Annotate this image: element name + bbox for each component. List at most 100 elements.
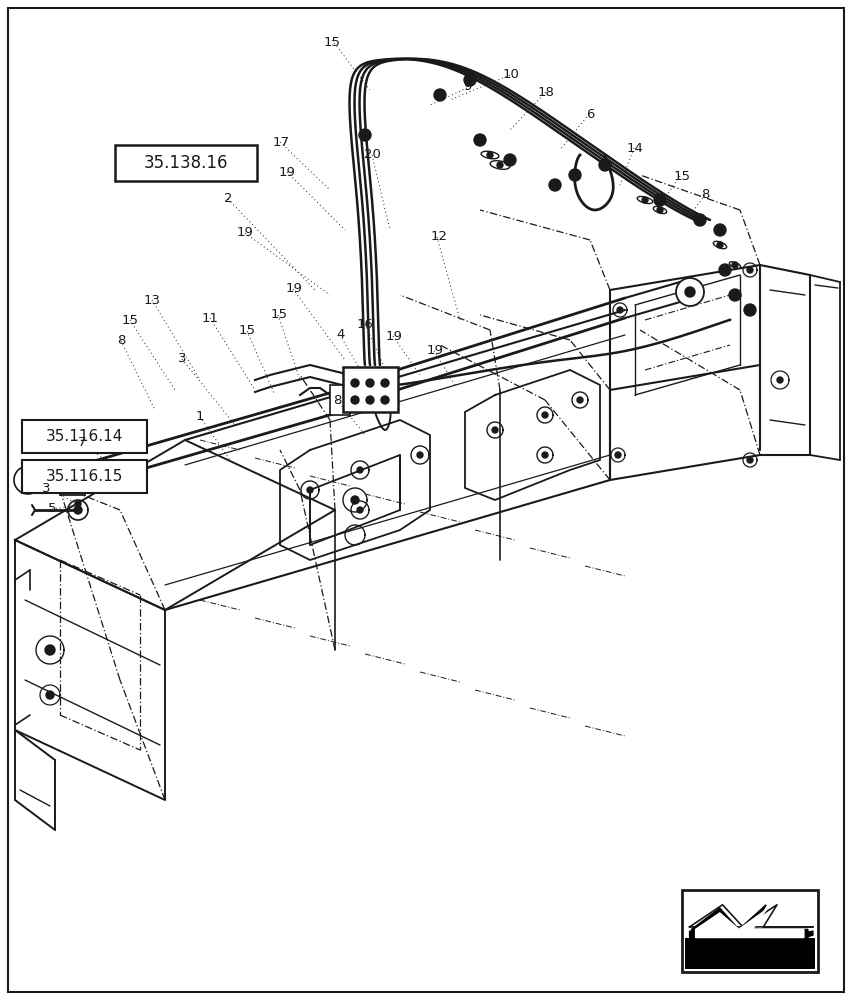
Circle shape bbox=[497, 162, 503, 168]
Circle shape bbox=[777, 377, 783, 383]
Circle shape bbox=[417, 452, 423, 458]
Text: 35.138.16: 35.138.16 bbox=[144, 154, 228, 172]
Text: 18: 18 bbox=[538, 86, 555, 99]
Circle shape bbox=[747, 267, 753, 273]
Text: 15: 15 bbox=[324, 35, 341, 48]
Text: 15: 15 bbox=[122, 314, 139, 326]
Text: 20: 20 bbox=[364, 148, 381, 161]
Bar bbox=[343, 367, 398, 412]
Circle shape bbox=[351, 496, 359, 504]
Circle shape bbox=[357, 467, 363, 473]
Bar bbox=[22, 420, 147, 453]
Bar bbox=[330, 385, 350, 415]
Circle shape bbox=[615, 452, 621, 458]
Text: 14: 14 bbox=[626, 141, 643, 154]
Bar bbox=[22, 460, 147, 493]
Text: 9: 9 bbox=[463, 81, 471, 94]
Circle shape bbox=[434, 89, 446, 101]
Circle shape bbox=[577, 397, 583, 403]
Circle shape bbox=[694, 214, 706, 226]
Circle shape bbox=[75, 501, 81, 507]
Text: 35.116.15: 35.116.15 bbox=[46, 469, 124, 484]
Ellipse shape bbox=[729, 262, 740, 268]
Text: 13: 13 bbox=[143, 294, 160, 306]
Circle shape bbox=[676, 278, 704, 306]
Circle shape bbox=[351, 379, 359, 387]
Text: 19: 19 bbox=[285, 282, 302, 296]
Polygon shape bbox=[689, 905, 813, 927]
Ellipse shape bbox=[481, 151, 499, 159]
Bar bbox=[685, 893, 815, 969]
Text: 15: 15 bbox=[270, 308, 287, 322]
Bar bbox=[682, 890, 818, 972]
Circle shape bbox=[714, 224, 726, 236]
Circle shape bbox=[747, 457, 753, 463]
Circle shape bbox=[464, 74, 476, 86]
Text: 10: 10 bbox=[503, 68, 520, 82]
Text: 8: 8 bbox=[333, 393, 342, 406]
Circle shape bbox=[487, 152, 493, 158]
Circle shape bbox=[732, 262, 738, 268]
Text: 11: 11 bbox=[202, 312, 219, 324]
Text: 3: 3 bbox=[178, 353, 187, 365]
Bar bbox=[115, 145, 257, 181]
Text: 19: 19 bbox=[426, 344, 443, 358]
Bar bbox=[685, 938, 815, 969]
Text: 2: 2 bbox=[224, 192, 233, 206]
Bar bbox=[60, 465, 85, 495]
Polygon shape bbox=[692, 905, 808, 941]
Circle shape bbox=[26, 478, 30, 482]
Circle shape bbox=[719, 264, 731, 276]
Text: 8: 8 bbox=[701, 188, 710, 200]
Circle shape bbox=[307, 487, 313, 493]
Text: 1: 1 bbox=[196, 410, 204, 424]
Polygon shape bbox=[689, 931, 813, 968]
Circle shape bbox=[685, 287, 695, 297]
Circle shape bbox=[717, 242, 723, 248]
Circle shape bbox=[542, 412, 548, 418]
Circle shape bbox=[642, 197, 648, 203]
Circle shape bbox=[654, 194, 666, 206]
Circle shape bbox=[657, 207, 663, 213]
Ellipse shape bbox=[490, 161, 509, 169]
Circle shape bbox=[381, 379, 389, 387]
Text: 5: 5 bbox=[48, 502, 56, 516]
Ellipse shape bbox=[713, 241, 727, 249]
Circle shape bbox=[729, 289, 741, 301]
Text: 19: 19 bbox=[237, 227, 254, 239]
Circle shape bbox=[357, 507, 363, 513]
Text: 6: 6 bbox=[586, 107, 595, 120]
Text: 4: 4 bbox=[337, 328, 345, 342]
Ellipse shape bbox=[637, 196, 653, 204]
Text: 7: 7 bbox=[78, 436, 86, 448]
Circle shape bbox=[366, 379, 374, 387]
Circle shape bbox=[549, 179, 561, 191]
Text: 15: 15 bbox=[239, 324, 256, 338]
Circle shape bbox=[366, 396, 374, 404]
Text: 19: 19 bbox=[385, 330, 402, 342]
Circle shape bbox=[569, 169, 581, 181]
Text: 17: 17 bbox=[273, 135, 290, 148]
Circle shape bbox=[351, 396, 359, 404]
Circle shape bbox=[504, 154, 516, 166]
Text: 15: 15 bbox=[673, 169, 690, 182]
Circle shape bbox=[381, 396, 389, 404]
Circle shape bbox=[474, 134, 486, 146]
Circle shape bbox=[492, 427, 498, 433]
Text: 16: 16 bbox=[356, 318, 373, 330]
Circle shape bbox=[46, 691, 54, 699]
Circle shape bbox=[359, 129, 371, 141]
Text: 3: 3 bbox=[42, 482, 50, 494]
Circle shape bbox=[23, 475, 33, 485]
Circle shape bbox=[599, 159, 611, 171]
Circle shape bbox=[617, 307, 623, 313]
Circle shape bbox=[744, 304, 756, 316]
Polygon shape bbox=[695, 910, 804, 938]
Circle shape bbox=[45, 645, 55, 655]
Circle shape bbox=[542, 452, 548, 458]
Text: 19: 19 bbox=[279, 165, 296, 178]
Text: 8: 8 bbox=[117, 334, 125, 348]
Ellipse shape bbox=[653, 206, 667, 214]
Text: 35.116.14: 35.116.14 bbox=[46, 429, 124, 444]
Text: 12: 12 bbox=[430, 231, 447, 243]
